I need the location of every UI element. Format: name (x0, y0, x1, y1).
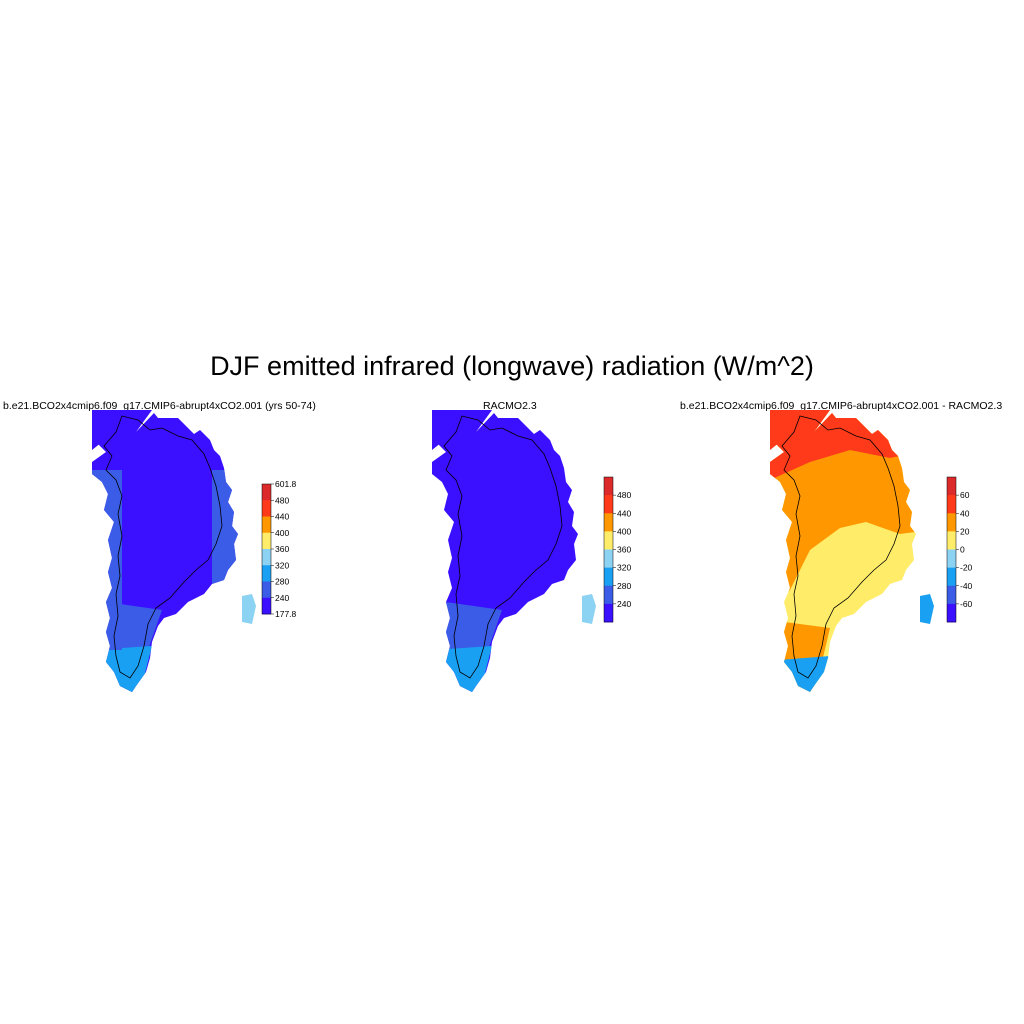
colorbar-swatch (262, 581, 271, 599)
colorbar-label: 360 (617, 545, 631, 555)
colorbar-label: 0 (960, 545, 965, 555)
colorbar-label: 480 (617, 490, 631, 500)
colorbar-swatch (947, 495, 956, 514)
map-panel-2 (432, 410, 596, 692)
colorbar-swatch (262, 597, 271, 615)
east-island-patch (582, 594, 596, 624)
colorbar-swatch (947, 549, 956, 569)
colorbar-label: 320 (275, 560, 289, 570)
colorbar-label: 360 (275, 544, 289, 554)
colorbar-label: 480 (275, 495, 289, 505)
panel-3-title: b.e21.BCO2x4cmip6.f09_g17.CMIP6-abrupt4x… (680, 400, 1003, 412)
colorbar-label: 440 (275, 512, 289, 522)
colorbar-swatch (604, 603, 613, 623)
figure-title: DJF emitted infrared (longwave) radiatio… (210, 351, 814, 381)
panel-2-title: RACMO2.3 (483, 400, 537, 412)
colorbar-label: 20 (960, 526, 970, 536)
colorbar-swatch (947, 531, 956, 550)
panels-layer: 601.8480440400360320280240177.8480440400… (92, 410, 973, 692)
colorbar-swatch (604, 495, 613, 514)
colorbar-swatch (947, 603, 956, 623)
colorbar-label: 400 (275, 528, 289, 538)
colorbar-label: 280 (617, 581, 631, 591)
colorbar-label: -20 (960, 563, 973, 573)
colorbar-swatch (262, 500, 271, 517)
panel-1-title: b.e21.BCO2x4cmip6.f09_g17.CMIP6-abrupt4x… (3, 400, 316, 412)
colorbar-swatch (604, 585, 613, 605)
colorbar-1: 601.8 480 440 400 360 320 280 240 177.8 (261, 479, 297, 619)
greenland-coastline (443, 415, 563, 679)
field-zone-west-coast (92, 470, 122, 650)
field-zone-blue-south (780, 656, 830, 692)
colorbar-swatch (604, 549, 613, 569)
colorbar-label: 440 (617, 508, 631, 518)
colorbar-label: 240 (275, 593, 289, 603)
colorbar-label: 601.8 (275, 479, 297, 489)
colorbar-swatch (262, 484, 271, 501)
greenland-coastline (781, 415, 901, 679)
colorbar-label: 240 (617, 599, 631, 609)
colorbar-3: 60 40 20 0 -20 -40 -60 (946, 476, 973, 623)
colorbar-swatch (947, 513, 956, 532)
field-zone-east-coast (212, 470, 238, 590)
north-land-patch (92, 410, 128, 450)
colorbar-swatch (262, 516, 271, 534)
colorbar-swatch (947, 477, 956, 496)
east-island-patch (242, 594, 256, 624)
colorbar-label: 280 (275, 577, 289, 587)
colorbar-label: 177.8 (275, 609, 297, 619)
colorbar-swatch (604, 477, 613, 496)
colorbar-swatch (604, 513, 613, 532)
colorbar-label: 40 (960, 508, 970, 518)
colorbar-2: 480 440 400 360 320 280 240 (603, 476, 631, 623)
colorbar-swatch (262, 565, 271, 582)
north-land-patch (770, 410, 806, 450)
colorbar-swatch (604, 567, 613, 587)
colorbar-swatch (947, 567, 956, 587)
map-panel-1 (92, 410, 256, 692)
colorbar-swatch (604, 531, 613, 550)
north-land-patch (432, 410, 468, 450)
east-island-patch (920, 594, 934, 624)
colorbar-swatch (947, 585, 956, 605)
greenland-coastline (103, 415, 223, 679)
colorbar-label: 320 (617, 563, 631, 573)
colorbar-label: 400 (617, 526, 631, 536)
colorbar-label: -40 (960, 581, 973, 591)
colorbar-swatch (262, 532, 271, 550)
colorbar-label: 60 (960, 490, 970, 500)
colorbar-label: -60 (960, 599, 973, 609)
colorbar-swatch (262, 549, 271, 566)
map-panel-3 (770, 410, 934, 692)
